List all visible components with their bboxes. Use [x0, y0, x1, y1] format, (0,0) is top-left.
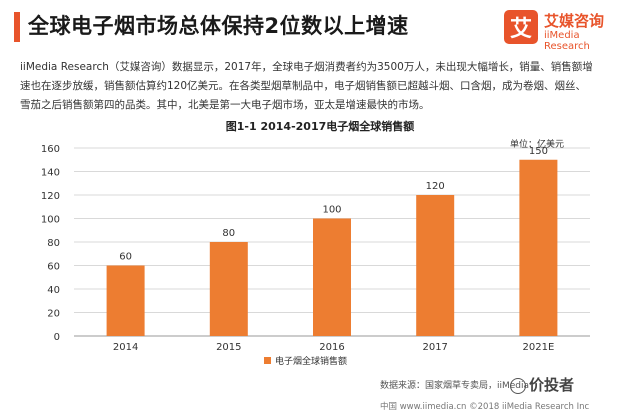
data-label: 60 — [119, 252, 132, 263]
bar — [519, 159, 558, 336]
description-line: 速也在逐步放缓，销售额估算约120亿美元。在各类型烟草制品中，电子烟销售额已超越… — [20, 80, 587, 92]
watermark-text: 价投者 — [529, 376, 575, 394]
y-tick-label: 0 — [54, 332, 60, 343]
y-tick-label: 20 — [47, 309, 60, 320]
brand-logo: 艾 艾媒咨询 iiMedia Research — [504, 8, 628, 52]
watermark: 价投者 — [510, 374, 574, 395]
page-title: 全球电子烟市场总体保持2位数以上增速 — [28, 14, 409, 38]
chart-title: 图1-1 2014-2017电子烟全球销售额 — [226, 119, 415, 133]
legend-swatch — [264, 357, 271, 364]
bar — [106, 265, 145, 336]
y-tick-label: 80 — [47, 238, 60, 249]
description-line: 雪茄之后销售额第四的品类。其中，北美是第一大电子烟市场，亚太是增速最快的市场。 — [20, 99, 430, 111]
data-label: 80 — [222, 228, 235, 239]
wechat-icon — [510, 377, 526, 394]
copyright-footer: 中国 www.iimedia.cn ©2018 iiMedia Research… — [380, 402, 590, 412]
data-label: 120 — [426, 181, 445, 192]
description: iiMedia Research（艾媒咨询）数据显示，2017年，全球电子烟消费… — [20, 58, 620, 115]
logo-en-text: iiMedia Research — [544, 30, 590, 52]
y-tick-label: 160 — [41, 144, 60, 155]
bar — [209, 242, 248, 336]
x-tick-label: 2017 — [422, 342, 447, 353]
logo-mark: 艾 — [504, 10, 538, 44]
legend-label: 电子烟全球销售额 — [275, 355, 347, 367]
data-label: 150 — [529, 146, 548, 157]
data-label: 100 — [322, 205, 341, 216]
x-tick-label: 2016 — [319, 342, 344, 353]
y-tick-label: 40 — [47, 285, 60, 296]
description-line: iiMedia Research（艾媒咨询）数据显示，2017年，全球电子烟消费… — [20, 61, 593, 73]
logo-cn-text: 艾媒咨询 — [544, 12, 605, 30]
y-tick-label: 120 — [41, 191, 60, 202]
unit-label: 单位：亿美元 — [510, 138, 564, 150]
x-tick-label: 2014 — [113, 342, 138, 353]
bar — [416, 195, 455, 336]
y-tick-label: 140 — [41, 168, 60, 179]
y-tick-label: 100 — [41, 215, 60, 226]
title-accent-bar — [14, 12, 20, 42]
x-tick-label: 2021E — [523, 342, 555, 353]
bar — [313, 218, 351, 336]
x-tick-label: 2015 — [216, 342, 241, 353]
y-tick-label: 60 — [47, 262, 60, 273]
source-note: 数据来源：国家烟草专卖局，iiMedia — [380, 381, 530, 391]
